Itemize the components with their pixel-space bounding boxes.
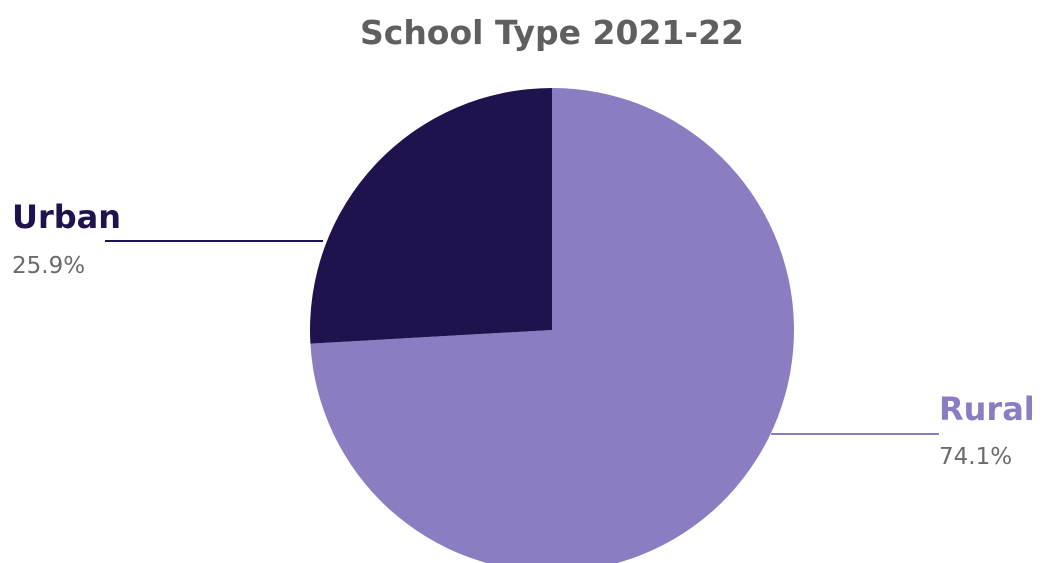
- slice-value-rural: 74.1%: [939, 444, 1012, 470]
- pie-slice-rural: [310, 88, 794, 563]
- pie-slice-urban: [310, 88, 552, 344]
- chart-title: School Type 2021-22: [360, 13, 744, 52]
- slice-label-urban: Urban: [12, 198, 121, 236]
- pie-slices: [310, 88, 794, 563]
- leader-lines: [105, 240, 939, 435]
- slice-label-rural: Rural: [939, 390, 1035, 428]
- slice-value-urban: 25.9%: [12, 253, 85, 279]
